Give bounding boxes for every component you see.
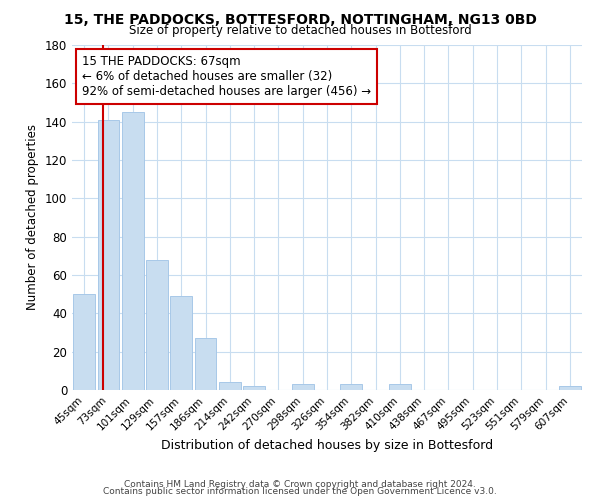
Bar (170, 296, 192, 390)
Bar (146, 260, 168, 390)
Text: Size of property relative to detached houses in Bottesford: Size of property relative to detached ho… (128, 24, 472, 37)
Text: Contains HM Land Registry data © Crown copyright and database right 2024.: Contains HM Land Registry data © Crown c… (124, 480, 476, 489)
Bar (219, 382, 241, 390)
Text: 15, THE PADDOCKS, BOTTESFORD, NOTTINGHAM, NG13 0BD: 15, THE PADDOCKS, BOTTESFORD, NOTTINGHAM… (64, 12, 536, 26)
Text: Contains public sector information licensed under the Open Government Licence v3: Contains public sector information licen… (103, 487, 497, 496)
Bar (73, 294, 95, 390)
X-axis label: Distribution of detached houses by size in Bottesford: Distribution of detached houses by size … (161, 438, 493, 452)
Bar (389, 384, 411, 390)
Bar (97, 120, 119, 390)
Bar (122, 112, 143, 390)
Bar (194, 338, 217, 390)
Y-axis label: Number of detached properties: Number of detached properties (26, 124, 39, 310)
Bar (340, 384, 362, 390)
Bar (292, 384, 314, 390)
Bar (559, 386, 581, 390)
Bar (243, 386, 265, 390)
Text: 15 THE PADDOCKS: 67sqm
← 6% of detached houses are smaller (32)
92% of semi-deta: 15 THE PADDOCKS: 67sqm ← 6% of detached … (82, 56, 371, 98)
